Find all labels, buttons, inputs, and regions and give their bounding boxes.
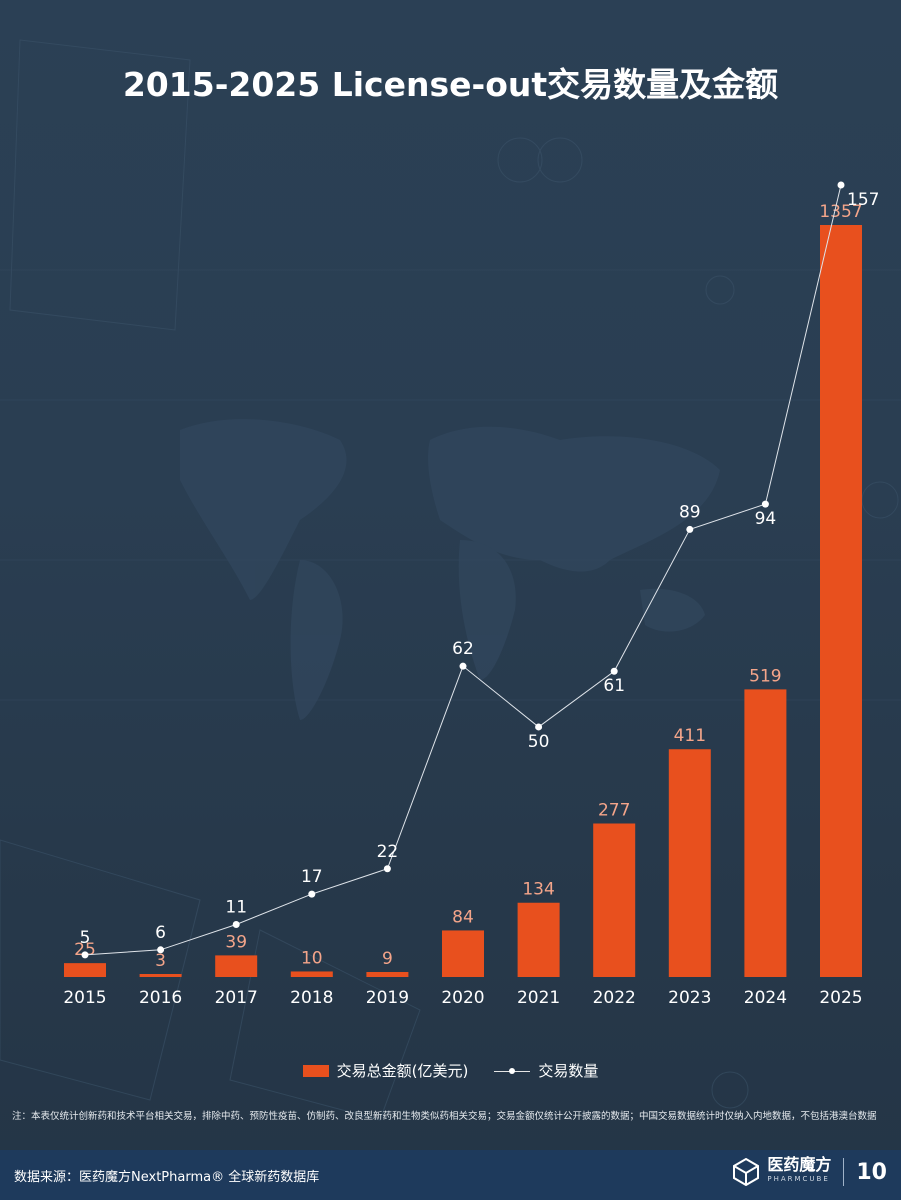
- x-tick-2018: 2018: [290, 988, 333, 1008]
- bar-label-2025: 1357: [819, 202, 862, 222]
- legend: 交易总金额(亿美元) 交易数量: [0, 1060, 901, 1081]
- bar-2017: [215, 955, 258, 977]
- x-tick-2021: 2021: [517, 988, 560, 1008]
- bar-2024: [744, 689, 787, 977]
- anniversary-badge: 10: [856, 1159, 887, 1185]
- x-tick-2020: 2020: [441, 988, 484, 1008]
- x-tick-2024: 2024: [744, 988, 787, 1008]
- legend-line-swatch: [494, 1065, 531, 1077]
- count-point-2023: [686, 525, 694, 533]
- count-point-2019: [383, 865, 391, 873]
- count-point-2015: [81, 951, 89, 959]
- bar-2015: [64, 963, 106, 977]
- bar-value-labels: 25 3 39 10 9 84 134 277 411 519 1357: [74, 202, 862, 971]
- bar-label-2020: 84: [452, 907, 474, 927]
- brand-logo: 医药魔方 PHARMCUBE 10: [733, 1155, 887, 1186]
- count-label-2017: 11: [225, 897, 247, 917]
- bar-label-2015: 25: [74, 940, 96, 960]
- count-label-2021: 50: [528, 732, 550, 752]
- count-point-2021: [535, 723, 543, 731]
- footnote: 注：本表仅统计创新药和技术平台相关交易，排除中药、预防性疫苗、仿制药、改良型新药…: [12, 1111, 877, 1122]
- footer-bar: 数据来源：医药魔方NextPharma® 全球新药数据库 医药魔方 PHARMC…: [0, 1150, 901, 1200]
- bar-2025: [820, 225, 862, 977]
- count-point-2024: [761, 500, 769, 508]
- bar-label-2023: 411: [674, 726, 706, 746]
- count-label-2020: 62: [452, 639, 474, 659]
- bar-2016: [139, 974, 182, 977]
- legend-line-label: 交易数量: [538, 1062, 599, 1080]
- count-label-2015: 5: [80, 928, 91, 948]
- count-line: [84, 184, 842, 956]
- count-point-2018: [308, 890, 316, 898]
- x-tick-2025: 2025: [819, 988, 862, 1008]
- cube-logo-icon: [733, 1158, 760, 1186]
- legend-item-amount: 交易总金额(亿美元): [302, 1060, 469, 1081]
- bar-2018: [290, 971, 333, 977]
- x-tick-2019: 2019: [366, 988, 409, 1008]
- bar-series: [64, 225, 862, 977]
- x-tick-2023: 2023: [668, 988, 711, 1008]
- bar-2021: [517, 902, 560, 977]
- x-axis-tick-labels: 2015 2016 2017 2018 2019 2020 2021 2022 2023 2024…: [63, 988, 862, 1008]
- chart-title: 2015-2025 License-out交易数量及金额: [122, 65, 779, 104]
- count-label-2019: 22: [377, 842, 399, 862]
- count-label-2016: 6: [155, 923, 166, 943]
- line-series: [81, 181, 845, 959]
- bar-label-2016: 3: [155, 951, 166, 971]
- count-label-2025: 157: [847, 190, 879, 210]
- count-point-2017: [232, 920, 240, 928]
- x-tick-2015: 2015: [63, 988, 106, 1008]
- count-point-2020: [459, 662, 467, 670]
- brand-english: PHARMCUBE: [767, 1175, 830, 1183]
- count-label-2024: 94: [755, 509, 777, 529]
- bar-label-2021: 134: [522, 880, 554, 900]
- bar-label-2024: 519: [749, 666, 781, 686]
- count-label-2018: 17: [301, 867, 323, 887]
- bar-label-2022: 277: [598, 800, 630, 820]
- legend-bar-swatch: [302, 1064, 329, 1077]
- count-point-2016: [157, 946, 165, 954]
- count-point-2025: [837, 181, 845, 189]
- bar-2020: [442, 930, 484, 977]
- count-point-2022: [610, 667, 618, 675]
- brand-separator: [843, 1158, 845, 1186]
- data-source: 数据来源：医药魔方NextPharma® 全球新药数据库: [14, 1169, 320, 1185]
- bar-label-2017: 39: [225, 932, 247, 952]
- bar-2019: [366, 972, 409, 977]
- x-tick-2022: 2022: [593, 988, 636, 1008]
- legend-item-count: 交易数量: [494, 1060, 598, 1081]
- bar-label-2018: 10: [301, 948, 323, 968]
- brand-name: 医药魔方: [767, 1155, 832, 1174]
- bar-2022: [593, 823, 636, 977]
- bar-2023: [668, 749, 711, 977]
- x-tick-2017: 2017: [215, 988, 258, 1008]
- count-label-2023: 89: [679, 502, 701, 522]
- bar-label-2019: 9: [382, 949, 393, 969]
- legend-bar-label: 交易总金额(亿美元): [336, 1062, 469, 1080]
- count-label-2022: 61: [603, 676, 625, 696]
- line-value-labels: 5 6 11 17 22 62 50 61 89 94 157: [80, 190, 880, 948]
- x-tick-2016: 2016: [139, 988, 182, 1008]
